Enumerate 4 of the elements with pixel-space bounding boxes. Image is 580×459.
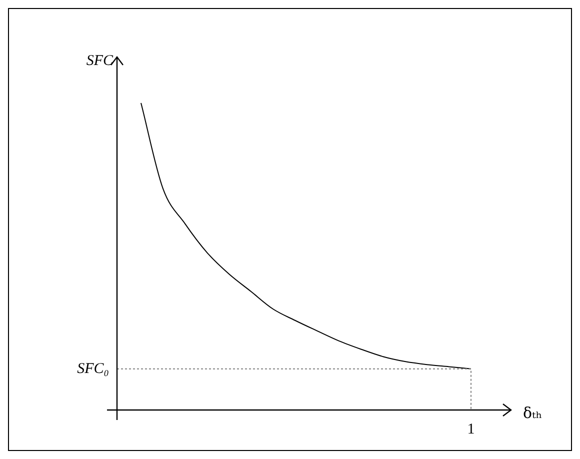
y-axis-title: SFC (86, 52, 114, 69)
ref-line-label: SFC₀ (77, 360, 109, 377)
x-axis-title: δₜₕ (523, 404, 542, 422)
text: 1 (467, 421, 475, 438)
